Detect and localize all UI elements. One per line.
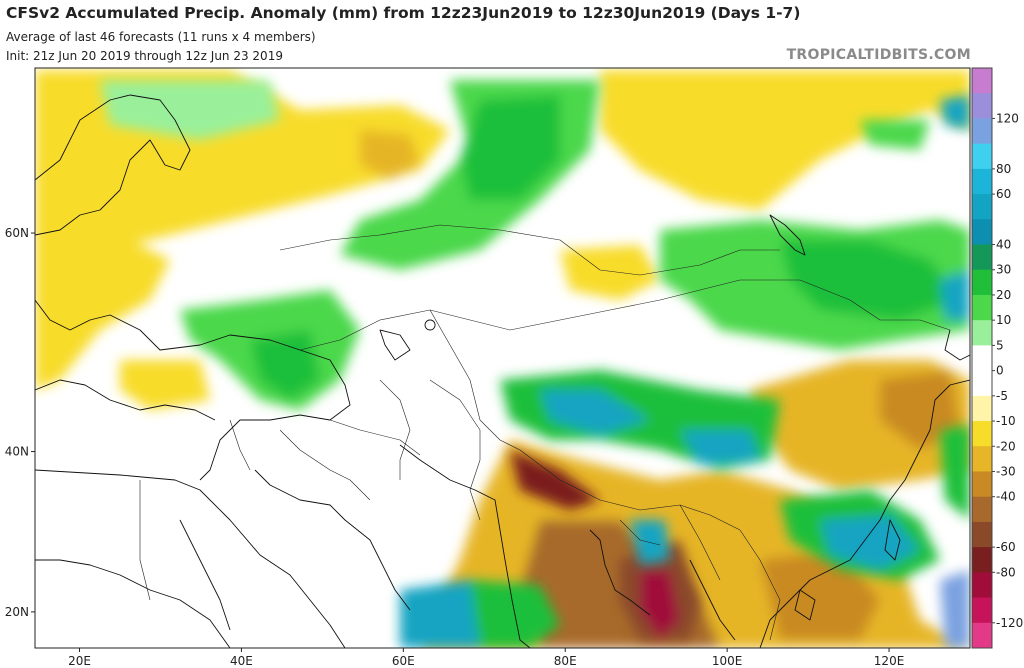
colorbar-label: -40 xyxy=(996,490,1016,504)
colorbar-label: -20 xyxy=(996,439,1016,453)
colorbar-label: 60 xyxy=(996,187,1011,201)
forecast-subtitle: Average of last 46 forecasts (11 runs x … xyxy=(6,30,316,44)
map-frame xyxy=(34,67,971,649)
colorbar-swatch xyxy=(972,345,992,372)
colorbar-label: -120 xyxy=(996,616,1023,630)
lon-tick-label: 120E xyxy=(874,654,905,668)
colorbar-swatch xyxy=(972,421,992,447)
colorbar-swatch xyxy=(972,547,992,573)
map-title: CFSv2 Accumulated Precip. Anomaly (mm) f… xyxy=(6,4,801,22)
colorbar-label: 5 xyxy=(996,338,1004,352)
colorbar-swatch xyxy=(972,521,992,548)
colorbar-swatch xyxy=(972,118,992,145)
anomaly-field xyxy=(35,70,970,648)
colorbar-label: -30 xyxy=(996,464,1016,478)
init-subtitle: Init: 21z Jun 20 2019 through 12z Jun 23… xyxy=(6,49,283,63)
colorbar-label: 40 xyxy=(996,238,1011,252)
colorbar-label: -5 xyxy=(996,389,1008,403)
colorbar-swatch xyxy=(972,143,992,170)
colorbar-swatch xyxy=(972,446,992,472)
colorbar-label: 120 xyxy=(996,111,1019,125)
colorbar-label: 10 xyxy=(996,313,1011,327)
lon-tick-label: 100E xyxy=(712,654,743,668)
brand-watermark: TROPICALTIDBITS.COM xyxy=(786,47,971,63)
lat-tick-label: 60N xyxy=(5,226,29,240)
colorbar-swatch xyxy=(972,597,992,624)
colorbar-label: -60 xyxy=(996,540,1016,554)
colorbar-swatch xyxy=(972,395,992,422)
colorbar-swatch xyxy=(972,194,992,220)
colorbar-swatch xyxy=(972,244,992,271)
lon-tick-label: 20E xyxy=(68,654,91,668)
colorbar-label: 20 xyxy=(996,288,1011,302)
colorbar-label: 80 xyxy=(996,162,1011,176)
colorbar-swatch xyxy=(972,622,992,649)
lat-tick-label: 20N xyxy=(5,605,29,619)
colorbar-swatch xyxy=(972,370,992,397)
colorbar-swatch xyxy=(972,93,992,119)
colorbar-label: -80 xyxy=(996,565,1016,579)
colorbar-swatch xyxy=(972,168,992,195)
colorbar-swatch xyxy=(972,496,992,523)
colorbar-swatch xyxy=(972,471,992,498)
lon-tick-label: 60E xyxy=(392,654,415,668)
borders xyxy=(139,224,951,641)
colorbar-swatch xyxy=(972,320,992,346)
colorbar-swatch xyxy=(972,294,992,321)
colorbar-swatch xyxy=(972,572,992,599)
colorbar-label: 30 xyxy=(996,263,1011,277)
colorbar-label: 0 xyxy=(996,364,1004,378)
lon-tick-label: 80E xyxy=(554,654,577,668)
colorbar-frame xyxy=(971,67,993,649)
lon-tick-label: 40E xyxy=(230,654,253,668)
lat-tick-label: 40N xyxy=(5,445,29,459)
colorbar-swatch xyxy=(972,219,992,246)
colorbar-swatch xyxy=(972,68,992,94)
colorbar-swatch xyxy=(972,269,992,296)
colorbar-label: -10 xyxy=(996,414,1016,428)
